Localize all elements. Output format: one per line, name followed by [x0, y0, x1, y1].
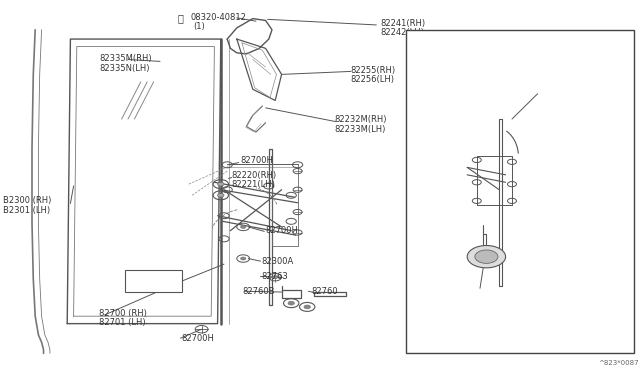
Circle shape [273, 276, 278, 279]
Text: 82700H: 82700H [181, 334, 214, 343]
Text: 82753(LH): 82753(LH) [412, 315, 456, 324]
Circle shape [241, 257, 246, 260]
Text: B2301 (LH): B2301 (LH) [3, 206, 51, 215]
Text: 82701E: 82701E [131, 276, 160, 285]
Text: 82763: 82763 [261, 272, 288, 281]
Text: 82256(LH): 82256(LH) [351, 76, 395, 84]
Text: 82701 (LH): 82701 (LH) [467, 97, 514, 106]
Text: 82760B: 82760B [242, 287, 275, 296]
Circle shape [467, 246, 506, 268]
Text: 82233M(LH): 82233M(LH) [334, 125, 385, 134]
Text: 82335N(LH): 82335N(LH) [99, 64, 150, 73]
Circle shape [218, 193, 224, 197]
Text: 08320-40812: 08320-40812 [191, 13, 246, 22]
Text: 82700 (RH): 82700 (RH) [99, 309, 147, 318]
Text: 82700H: 82700H [266, 226, 298, 235]
Text: 82242(LH): 82242(LH) [381, 28, 425, 37]
Text: 82241(RH): 82241(RH) [381, 19, 426, 28]
Text: 82700 (RH): 82700 (RH) [467, 88, 515, 97]
Text: 82760: 82760 [311, 287, 338, 296]
Text: 82221(LH): 82221(LH) [232, 180, 276, 189]
Text: 82701 (LH): 82701 (LH) [99, 318, 146, 327]
Text: B2300 (RH): B2300 (RH) [3, 196, 52, 205]
Text: Ⓢ: Ⓢ [178, 13, 184, 23]
Circle shape [241, 225, 246, 228]
Bar [125, 270, 182, 292]
Text: 82220(RH): 82220(RH) [232, 171, 277, 180]
Text: 82700H: 82700H [240, 156, 273, 165]
Bar [406, 30, 634, 353]
Circle shape [304, 305, 310, 309]
Text: 82255(RH): 82255(RH) [351, 66, 396, 75]
Circle shape [475, 250, 498, 263]
Text: 82300A: 82300A [261, 257, 293, 266]
Text: ^823*0087: ^823*0087 [598, 360, 639, 366]
Circle shape [288, 301, 294, 305]
Text: 82232M(RH): 82232M(RH) [334, 115, 387, 124]
Text: 82335M(RH): 82335M(RH) [99, 54, 152, 63]
Text: POWER WINDOW: POWER WINDOW [410, 33, 485, 42]
Text: (1): (1) [193, 22, 205, 31]
Text: 82752(RH): 82752(RH) [412, 306, 457, 315]
Circle shape [218, 182, 224, 186]
